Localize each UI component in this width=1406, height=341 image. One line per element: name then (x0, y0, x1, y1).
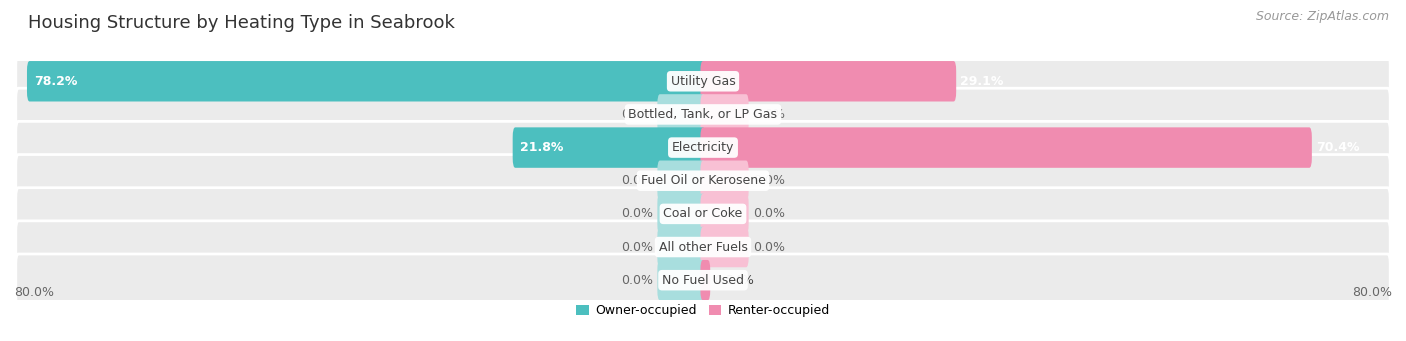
FancyBboxPatch shape (658, 260, 706, 300)
Text: 70.4%: 70.4% (1316, 141, 1360, 154)
Text: Housing Structure by Heating Type in Seabrook: Housing Structure by Heating Type in Sea… (28, 14, 456, 32)
Text: 80.0%: 80.0% (1353, 286, 1392, 299)
Text: 0.0%: 0.0% (754, 108, 785, 121)
Text: 29.1%: 29.1% (960, 75, 1004, 88)
FancyBboxPatch shape (658, 194, 706, 234)
Text: All other Fuels: All other Fuels (658, 240, 748, 254)
Text: Source: ZipAtlas.com: Source: ZipAtlas.com (1256, 10, 1389, 23)
Text: 0.0%: 0.0% (621, 108, 652, 121)
Text: 0.54%: 0.54% (714, 274, 755, 287)
FancyBboxPatch shape (700, 61, 956, 102)
FancyBboxPatch shape (15, 254, 1391, 306)
FancyBboxPatch shape (700, 94, 748, 135)
FancyBboxPatch shape (513, 127, 706, 168)
FancyBboxPatch shape (15, 55, 1391, 107)
Text: Utility Gas: Utility Gas (671, 75, 735, 88)
Text: 0.0%: 0.0% (621, 174, 652, 187)
FancyBboxPatch shape (15, 221, 1391, 273)
Text: 0.0%: 0.0% (621, 240, 652, 254)
Text: 0.0%: 0.0% (621, 274, 652, 287)
FancyBboxPatch shape (658, 227, 706, 267)
Text: 0.0%: 0.0% (754, 174, 785, 187)
FancyBboxPatch shape (15, 188, 1391, 240)
Text: 0.0%: 0.0% (754, 240, 785, 254)
FancyBboxPatch shape (15, 154, 1391, 207)
FancyBboxPatch shape (700, 260, 710, 300)
FancyBboxPatch shape (700, 194, 748, 234)
FancyBboxPatch shape (658, 161, 706, 201)
FancyBboxPatch shape (700, 127, 1312, 168)
Text: No Fuel Used: No Fuel Used (662, 274, 744, 287)
Text: 21.8%: 21.8% (520, 141, 562, 154)
FancyBboxPatch shape (27, 61, 706, 102)
FancyBboxPatch shape (15, 121, 1391, 174)
FancyBboxPatch shape (700, 227, 748, 267)
Text: 80.0%: 80.0% (14, 286, 53, 299)
Text: Fuel Oil or Kerosene: Fuel Oil or Kerosene (641, 174, 765, 187)
Legend: Owner-occupied, Renter-occupied: Owner-occupied, Renter-occupied (571, 299, 835, 323)
Text: Coal or Coke: Coal or Coke (664, 207, 742, 220)
Text: Bottled, Tank, or LP Gas: Bottled, Tank, or LP Gas (628, 108, 778, 121)
Text: Electricity: Electricity (672, 141, 734, 154)
FancyBboxPatch shape (700, 161, 748, 201)
Text: 0.0%: 0.0% (621, 207, 652, 220)
Text: 0.0%: 0.0% (754, 207, 785, 220)
Text: 78.2%: 78.2% (34, 75, 77, 88)
FancyBboxPatch shape (658, 94, 706, 135)
FancyBboxPatch shape (15, 88, 1391, 140)
